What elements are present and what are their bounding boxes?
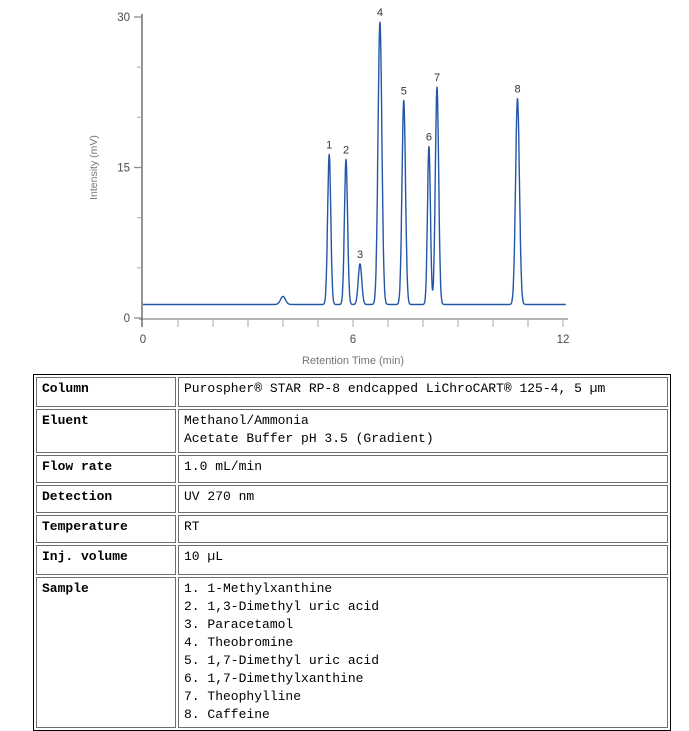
row-value: UV 270 nm — [178, 485, 668, 513]
row-value: Methanol/Ammonia Acetate Buffer pH 3.5 (G… — [178, 409, 668, 453]
peak-label-7: 7 — [434, 72, 440, 84]
peak-label-6: 6 — [426, 131, 432, 143]
row-value-line: 2. 1,3-Dimethyl uric acid — [184, 599, 380, 614]
peak-label-3: 3 — [357, 249, 363, 261]
row-value-line: 1. 1-Methylxanthine — [184, 581, 333, 596]
row-value-line: 3. Paracetamol — [184, 617, 294, 632]
table-row: Column Purospher® STAR RP-8 endcapped LiC… — [36, 377, 668, 407]
trace-line — [142, 21, 567, 306]
row-value-line: 1.0 mL/min — [184, 459, 263, 474]
x-tick-label: 6 — [350, 334, 356, 346]
row-value: 1.0 mL/min — [178, 455, 668, 483]
table-row: Eluent Methanol/Ammonia Acetate Buffer pH … — [36, 409, 668, 453]
table-row: Sample 1. 1-Methylxanthine 2. 1,3-Dimethyl… — [36, 577, 668, 728]
y-tick-label: 30 — [117, 12, 130, 24]
table-row: Inj. volume 10 µL — [36, 545, 668, 575]
chromatogram-figure: 0 6 12 0 15 30 Intensity (mV) Retention Time (m… — [88, 7, 570, 367]
row-value: 10 µL — [178, 545, 668, 575]
row-label: Column — [36, 377, 176, 407]
conditions-table: Column Purospher® STAR RP-8 endcapped LiC… — [33, 374, 671, 731]
row-value-line: Methanol/Ammonia — [184, 413, 309, 428]
row-value-line: UV 270 nm — [184, 489, 255, 504]
row-value: RT — [178, 515, 668, 543]
row-value-line: 7. Theophylline — [184, 689, 302, 704]
y-axis-title: Intensity (mV) — [88, 135, 100, 200]
conditions-section: Column Purospher® STAR RP-8 endcapped LiC… — [33, 374, 671, 731]
peak-label-5: 5 — [401, 85, 407, 97]
table-row: Temperature RT — [36, 515, 668, 543]
peak-label-2: 2 — [343, 144, 349, 156]
row-value: 1. 1-Methylxanthine 2. 1,3-Dimethyl uric … — [178, 577, 668, 728]
row-label: Temperature — [36, 515, 176, 543]
y-tick-label: 15 — [117, 163, 130, 175]
row-value-line: 6. 1,7-Dimethylxanthine — [184, 671, 364, 686]
peak-label-4: 4 — [377, 7, 383, 19]
x-tick-label: 12 — [557, 334, 570, 346]
row-label: Detection — [36, 485, 176, 513]
row-value-line: RT — [184, 519, 200, 534]
row-label: Flow rate — [36, 455, 176, 483]
row-label: Eluent — [36, 409, 176, 453]
peak-label-8: 8 — [514, 83, 520, 95]
table-row: Flow rate 1.0 mL/min — [36, 455, 668, 483]
row-value-line: Acetate Buffer pH 3.5 (Gradient) — [184, 431, 434, 446]
row-value-line: Purospher® STAR RP-8 endcapped LiChroCAR… — [184, 381, 606, 396]
x-tick-label: 0 — [140, 334, 146, 346]
row-value: Purospher® STAR RP-8 endcapped LiChroCAR… — [178, 377, 668, 407]
x-axis-title: Retention Time (min) — [302, 355, 404, 367]
peak-label-1: 1 — [326, 139, 332, 151]
table-row: Detection UV 270 nm — [36, 485, 668, 513]
row-value-line: 5. 1,7-Dimethyl uric acid — [184, 653, 380, 668]
row-label: Inj. volume — [36, 545, 176, 575]
row-value-line: 4. Theobromine — [184, 635, 294, 650]
row-value-line: 10 µL — [184, 549, 224, 564]
y-tick-label: 0 — [124, 313, 130, 325]
row-label: Sample — [36, 577, 176, 728]
